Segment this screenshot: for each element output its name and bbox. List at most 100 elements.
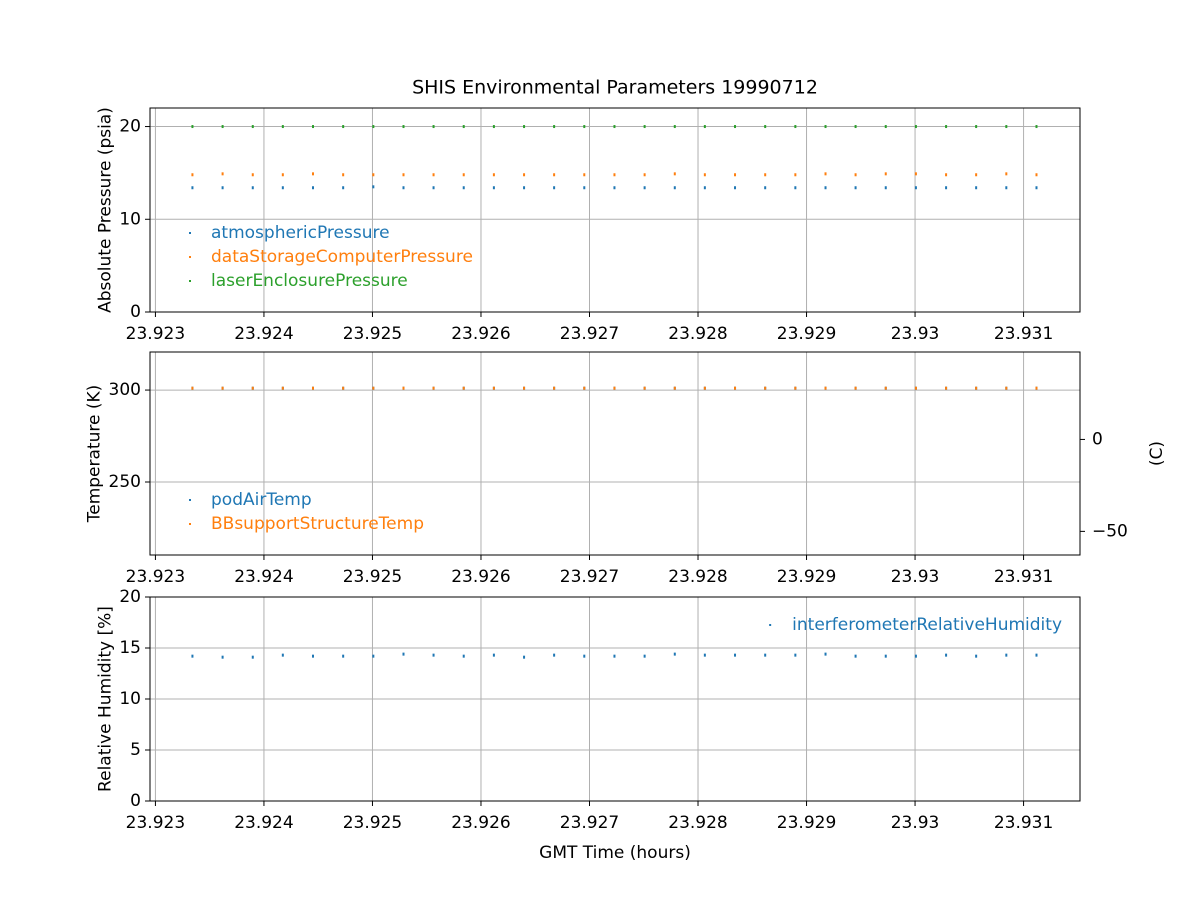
point bbox=[945, 653, 948, 657]
x-tick-label: 23.927 bbox=[560, 813, 619, 833]
point bbox=[523, 186, 526, 190]
point bbox=[1005, 186, 1008, 190]
point bbox=[553, 173, 556, 177]
point bbox=[824, 186, 827, 190]
point bbox=[191, 125, 194, 129]
point bbox=[251, 173, 254, 177]
point bbox=[583, 386, 586, 390]
x-tick-label: 23.927 bbox=[560, 567, 619, 587]
point bbox=[281, 653, 284, 657]
x-tick-label: 23.925 bbox=[343, 324, 402, 344]
x-tick-label: 23.923 bbox=[126, 813, 185, 833]
legend-label: atmosphericPressure bbox=[211, 223, 390, 243]
legend-marker bbox=[189, 499, 191, 501]
point bbox=[794, 125, 797, 129]
point bbox=[734, 186, 737, 190]
point bbox=[945, 173, 948, 177]
x-tick-label: 23.928 bbox=[668, 567, 727, 587]
point bbox=[703, 173, 706, 177]
point bbox=[342, 125, 345, 129]
point bbox=[432, 173, 435, 177]
point bbox=[764, 125, 767, 129]
point bbox=[583, 186, 586, 190]
point bbox=[553, 186, 556, 190]
point bbox=[794, 386, 797, 390]
point bbox=[523, 125, 526, 129]
point bbox=[914, 186, 917, 190]
x-tick-label: 23.924 bbox=[234, 813, 293, 833]
legend-marker bbox=[189, 232, 191, 234]
point bbox=[402, 125, 405, 129]
y-tick-label: 250 bbox=[109, 472, 141, 492]
y-tick-label: 300 bbox=[109, 380, 141, 400]
x-tick-label: 23.928 bbox=[668, 324, 727, 344]
point bbox=[854, 386, 857, 390]
point bbox=[583, 173, 586, 177]
point bbox=[221, 186, 224, 190]
point bbox=[824, 125, 827, 129]
x-tick-label: 23.928 bbox=[668, 813, 727, 833]
point bbox=[734, 125, 737, 129]
legend-label: BBsupportStructureTemp bbox=[211, 514, 424, 534]
point bbox=[703, 186, 706, 190]
y-axis-label: Relative Humidity [%] bbox=[95, 606, 115, 792]
point bbox=[492, 173, 495, 177]
legend-marker bbox=[769, 624, 772, 626]
point bbox=[643, 186, 646, 190]
point bbox=[914, 654, 917, 658]
point bbox=[281, 186, 284, 190]
legend-label: interferometerRelativeHumidity bbox=[792, 615, 1062, 635]
point bbox=[854, 654, 857, 658]
point bbox=[191, 173, 194, 177]
point bbox=[673, 172, 676, 176]
y-tick-label: 15 bbox=[119, 638, 141, 658]
y-tick-label: 5 bbox=[130, 740, 141, 760]
chart-title: SHIS Environmental Parameters 19990712 bbox=[412, 77, 818, 99]
x-tick-label: 23.923 bbox=[126, 567, 185, 587]
y-tick-label: 10 bbox=[119, 209, 141, 229]
point bbox=[854, 125, 857, 129]
point bbox=[402, 652, 405, 656]
point bbox=[613, 125, 616, 129]
point bbox=[462, 173, 465, 177]
point bbox=[492, 653, 495, 657]
point bbox=[884, 172, 887, 176]
point bbox=[221, 125, 224, 129]
point bbox=[372, 173, 375, 177]
point bbox=[191, 386, 194, 390]
point bbox=[402, 386, 405, 390]
point bbox=[794, 186, 797, 190]
point bbox=[523, 173, 526, 177]
point bbox=[492, 125, 495, 129]
point bbox=[1035, 125, 1038, 129]
point bbox=[975, 125, 978, 129]
point bbox=[1005, 386, 1008, 390]
point bbox=[523, 386, 526, 390]
x-tick-label: 23.924 bbox=[234, 324, 293, 344]
point bbox=[342, 386, 345, 390]
point bbox=[884, 654, 887, 658]
point bbox=[703, 653, 706, 657]
point bbox=[583, 654, 586, 658]
point bbox=[281, 125, 284, 129]
point bbox=[311, 386, 314, 390]
point bbox=[372, 185, 375, 189]
point bbox=[643, 173, 646, 177]
point bbox=[1005, 653, 1008, 657]
y2-tick-label: 0 bbox=[1092, 429, 1103, 449]
point bbox=[553, 386, 556, 390]
x-tick-label: 23.93 bbox=[891, 813, 940, 833]
point bbox=[613, 173, 616, 177]
point bbox=[975, 386, 978, 390]
point bbox=[824, 652, 827, 656]
point bbox=[884, 386, 887, 390]
point bbox=[553, 653, 556, 657]
legend-label: dataStorageComputerPressure bbox=[211, 247, 473, 267]
point bbox=[1035, 653, 1038, 657]
y2-axis-label: (C) bbox=[1147, 441, 1167, 466]
point bbox=[1035, 173, 1038, 177]
point bbox=[794, 653, 797, 657]
point bbox=[975, 186, 978, 190]
point bbox=[945, 125, 948, 129]
